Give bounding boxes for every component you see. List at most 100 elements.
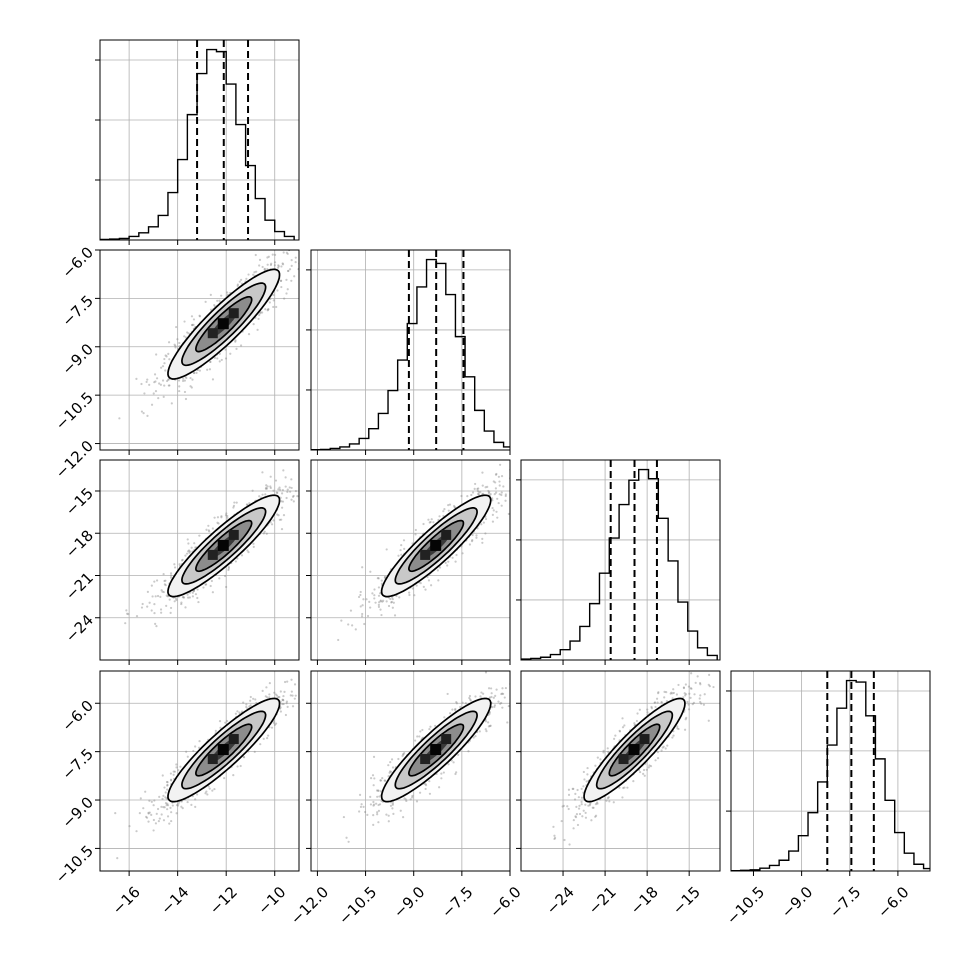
sample-point: [240, 554, 244, 557]
sample-point: [397, 554, 400, 557]
sample-point: [232, 774, 235, 777]
sample-point: [292, 500, 295, 503]
sample-point: [489, 493, 492, 496]
sample-point: [392, 812, 395, 815]
sample-point: [163, 579, 166, 583]
sample-point: [185, 552, 189, 555]
sample-point: [267, 308, 270, 311]
sample-point: [211, 591, 214, 594]
sample-point: [359, 590, 362, 594]
sample-point: [575, 805, 578, 808]
sample-point: [220, 515, 223, 518]
sample-point: [377, 603, 380, 606]
sample-point: [486, 485, 489, 489]
sample-point: [594, 764, 597, 767]
sample-point: [152, 818, 155, 822]
sample-point: [378, 592, 382, 595]
sample-point: [146, 414, 149, 418]
sample-point: [139, 797, 142, 800]
sample-point: [183, 390, 187, 394]
sample-point: [354, 628, 357, 631]
sample-point: [379, 608, 382, 611]
sample-point: [161, 365, 165, 368]
peak-cell: [441, 529, 452, 540]
sample-point: [166, 788, 169, 791]
sample-point: [154, 390, 158, 393]
sample-point: [266, 263, 269, 266]
sample-point: [285, 496, 288, 500]
sample-point: [191, 591, 194, 594]
sample-point: [360, 803, 363, 806]
sample-point: [461, 701, 464, 704]
sample-point: [270, 523, 274, 526]
sample-point: [140, 410, 144, 413]
sample-point: [293, 697, 296, 700]
sample-point: [168, 358, 171, 361]
sample-point: [285, 278, 288, 281]
sample-point: [282, 694, 285, 698]
sample-point: [381, 600, 384, 603]
sample-point: [194, 745, 197, 748]
sample-point: [285, 251, 288, 254]
sample-point: [377, 605, 381, 609]
sample-point: [279, 690, 282, 693]
sample-point: [267, 255, 270, 258]
sample-point: [454, 560, 457, 563]
sample-point: [461, 552, 464, 555]
sample-point: [181, 595, 185, 599]
sample-point: [377, 577, 380, 580]
sample-point: [475, 534, 478, 537]
sample-point: [522, 461, 524, 463]
sample-point: [501, 706, 504, 709]
sample-point: [187, 549, 191, 552]
sample-point: [424, 784, 428, 787]
sample-point: [261, 471, 264, 474]
sample-point: [175, 766, 178, 769]
sample-point: [224, 348, 227, 351]
sample-point: [294, 261, 297, 264]
sample-point: [374, 601, 377, 604]
sample-point: [486, 721, 490, 724]
sample-point: [276, 289, 279, 292]
sample-point: [612, 801, 615, 804]
sample-point: [383, 575, 387, 579]
sample-point: [194, 805, 197, 808]
sample-point: [194, 798, 197, 801]
sample-point: [459, 705, 462, 709]
sample-point: [381, 777, 384, 780]
sample-point: [282, 251, 285, 254]
sample-point: [180, 559, 184, 562]
sample-point: [300, 250, 302, 252]
sample-point: [175, 812, 178, 815]
sample-point: [372, 804, 375, 807]
sample-point: [281, 488, 284, 492]
sample-point: [447, 763, 450, 766]
sample-point: [276, 491, 279, 495]
sample-point: [414, 533, 417, 536]
sample-point: [428, 727, 431, 731]
panel-frame: [310, 670, 511, 872]
sample-point: [378, 795, 381, 798]
histogram-1: [311, 258, 510, 450]
sample-point: [183, 320, 186, 323]
sample-point: [474, 734, 477, 738]
sample-point: [151, 595, 154, 598]
sample-point: [186, 800, 189, 804]
sample-point: [150, 584, 153, 587]
sample-point: [493, 493, 496, 496]
sample-point: [487, 687, 491, 690]
sample-point: [290, 259, 293, 262]
sample-point: [156, 594, 160, 598]
sample-point: [272, 721, 275, 725]
sample-point: [196, 588, 199, 591]
sample-point: [166, 595, 169, 598]
sample-point: [294, 256, 297, 259]
sample-point: [159, 595, 162, 599]
sample-point: [286, 705, 289, 709]
sample-point: [274, 722, 278, 725]
sample-point: [156, 807, 160, 811]
sample-point: [477, 493, 481, 496]
sample-point: [144, 790, 147, 793]
sample-point: [125, 609, 128, 612]
sample-point: [217, 522, 220, 525]
